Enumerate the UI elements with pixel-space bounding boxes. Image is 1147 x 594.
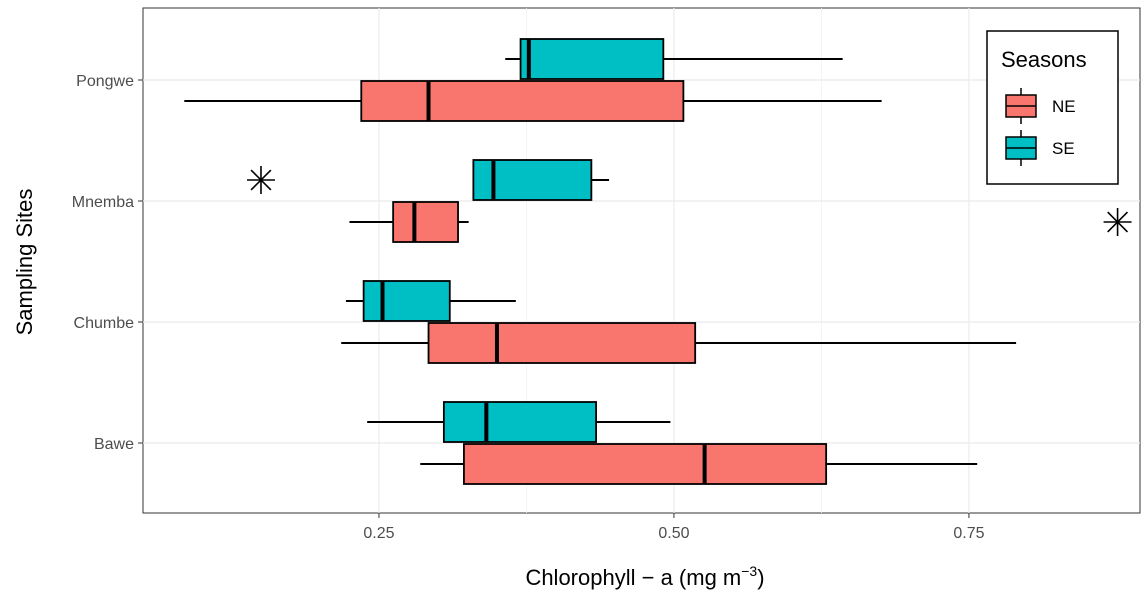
box-body	[360, 80, 685, 122]
outlier-points	[246, 166, 1132, 236]
y-tick-label: Bawe	[94, 436, 134, 453]
box-NE-chumbe	[341, 322, 1017, 364]
y-axis-title: Sampling Sites	[12, 189, 37, 336]
x-axis-title: Chlorophyll − a (mg m−3)	[525, 563, 764, 590]
box-body	[392, 201, 459, 243]
legend-item-ne: NE	[1005, 88, 1076, 124]
box-body	[519, 38, 665, 80]
box-body	[362, 280, 451, 322]
legend: Seasons NE SE	[986, 30, 1119, 185]
x-axis-title-sup: −3	[741, 563, 757, 579]
box-body	[463, 443, 828, 485]
x-tick-label: 0.25	[363, 525, 394, 542]
x-tick-label: 0.50	[658, 525, 689, 542]
box-SE-bawe	[367, 401, 671, 443]
legend-item-se: SE	[1005, 130, 1075, 166]
outlier-SE-mnemba	[246, 166, 275, 194]
box-body	[442, 401, 597, 443]
box-series	[184, 38, 1017, 485]
y-axis-ticks: Pongwe Mnemba Chumbe Bawe	[72, 73, 143, 453]
box-SE-mnemba	[472, 159, 610, 201]
box-SE-pongwe	[505, 38, 843, 80]
outlier-star-stroke	[1107, 211, 1129, 233]
box-NE-mnemba	[349, 201, 469, 243]
box-NE-pongwe	[184, 80, 882, 122]
legend-label: NE	[1052, 97, 1076, 116]
legend-label: SE	[1052, 139, 1075, 158]
legend-title: Seasons	[1001, 47, 1087, 72]
y-tick-label: Chumbe	[74, 315, 135, 332]
box-NE-bawe	[420, 443, 978, 485]
box-body	[472, 159, 593, 201]
box-body	[427, 322, 697, 364]
y-tick-label: Pongwe	[76, 73, 134, 90]
box-SE-chumbe	[345, 280, 516, 322]
legend-items: NE SE	[1005, 88, 1076, 166]
x-axis-title-main: Chlorophyll	[525, 565, 635, 590]
outlier-star-stroke	[250, 169, 272, 191]
y-tick-label: Mnemba	[72, 194, 134, 211]
x-axis-title-unit: (mg m	[679, 565, 741, 590]
x-axis-title-close: )	[757, 565, 764, 590]
outlier-NE-mnemba	[1103, 208, 1132, 236]
x-axis-title-sep: − a	[636, 565, 679, 590]
x-tick-label: 0.75	[953, 525, 984, 542]
x-axis-ticks: 0.25 0.50 0.75	[363, 513, 985, 542]
